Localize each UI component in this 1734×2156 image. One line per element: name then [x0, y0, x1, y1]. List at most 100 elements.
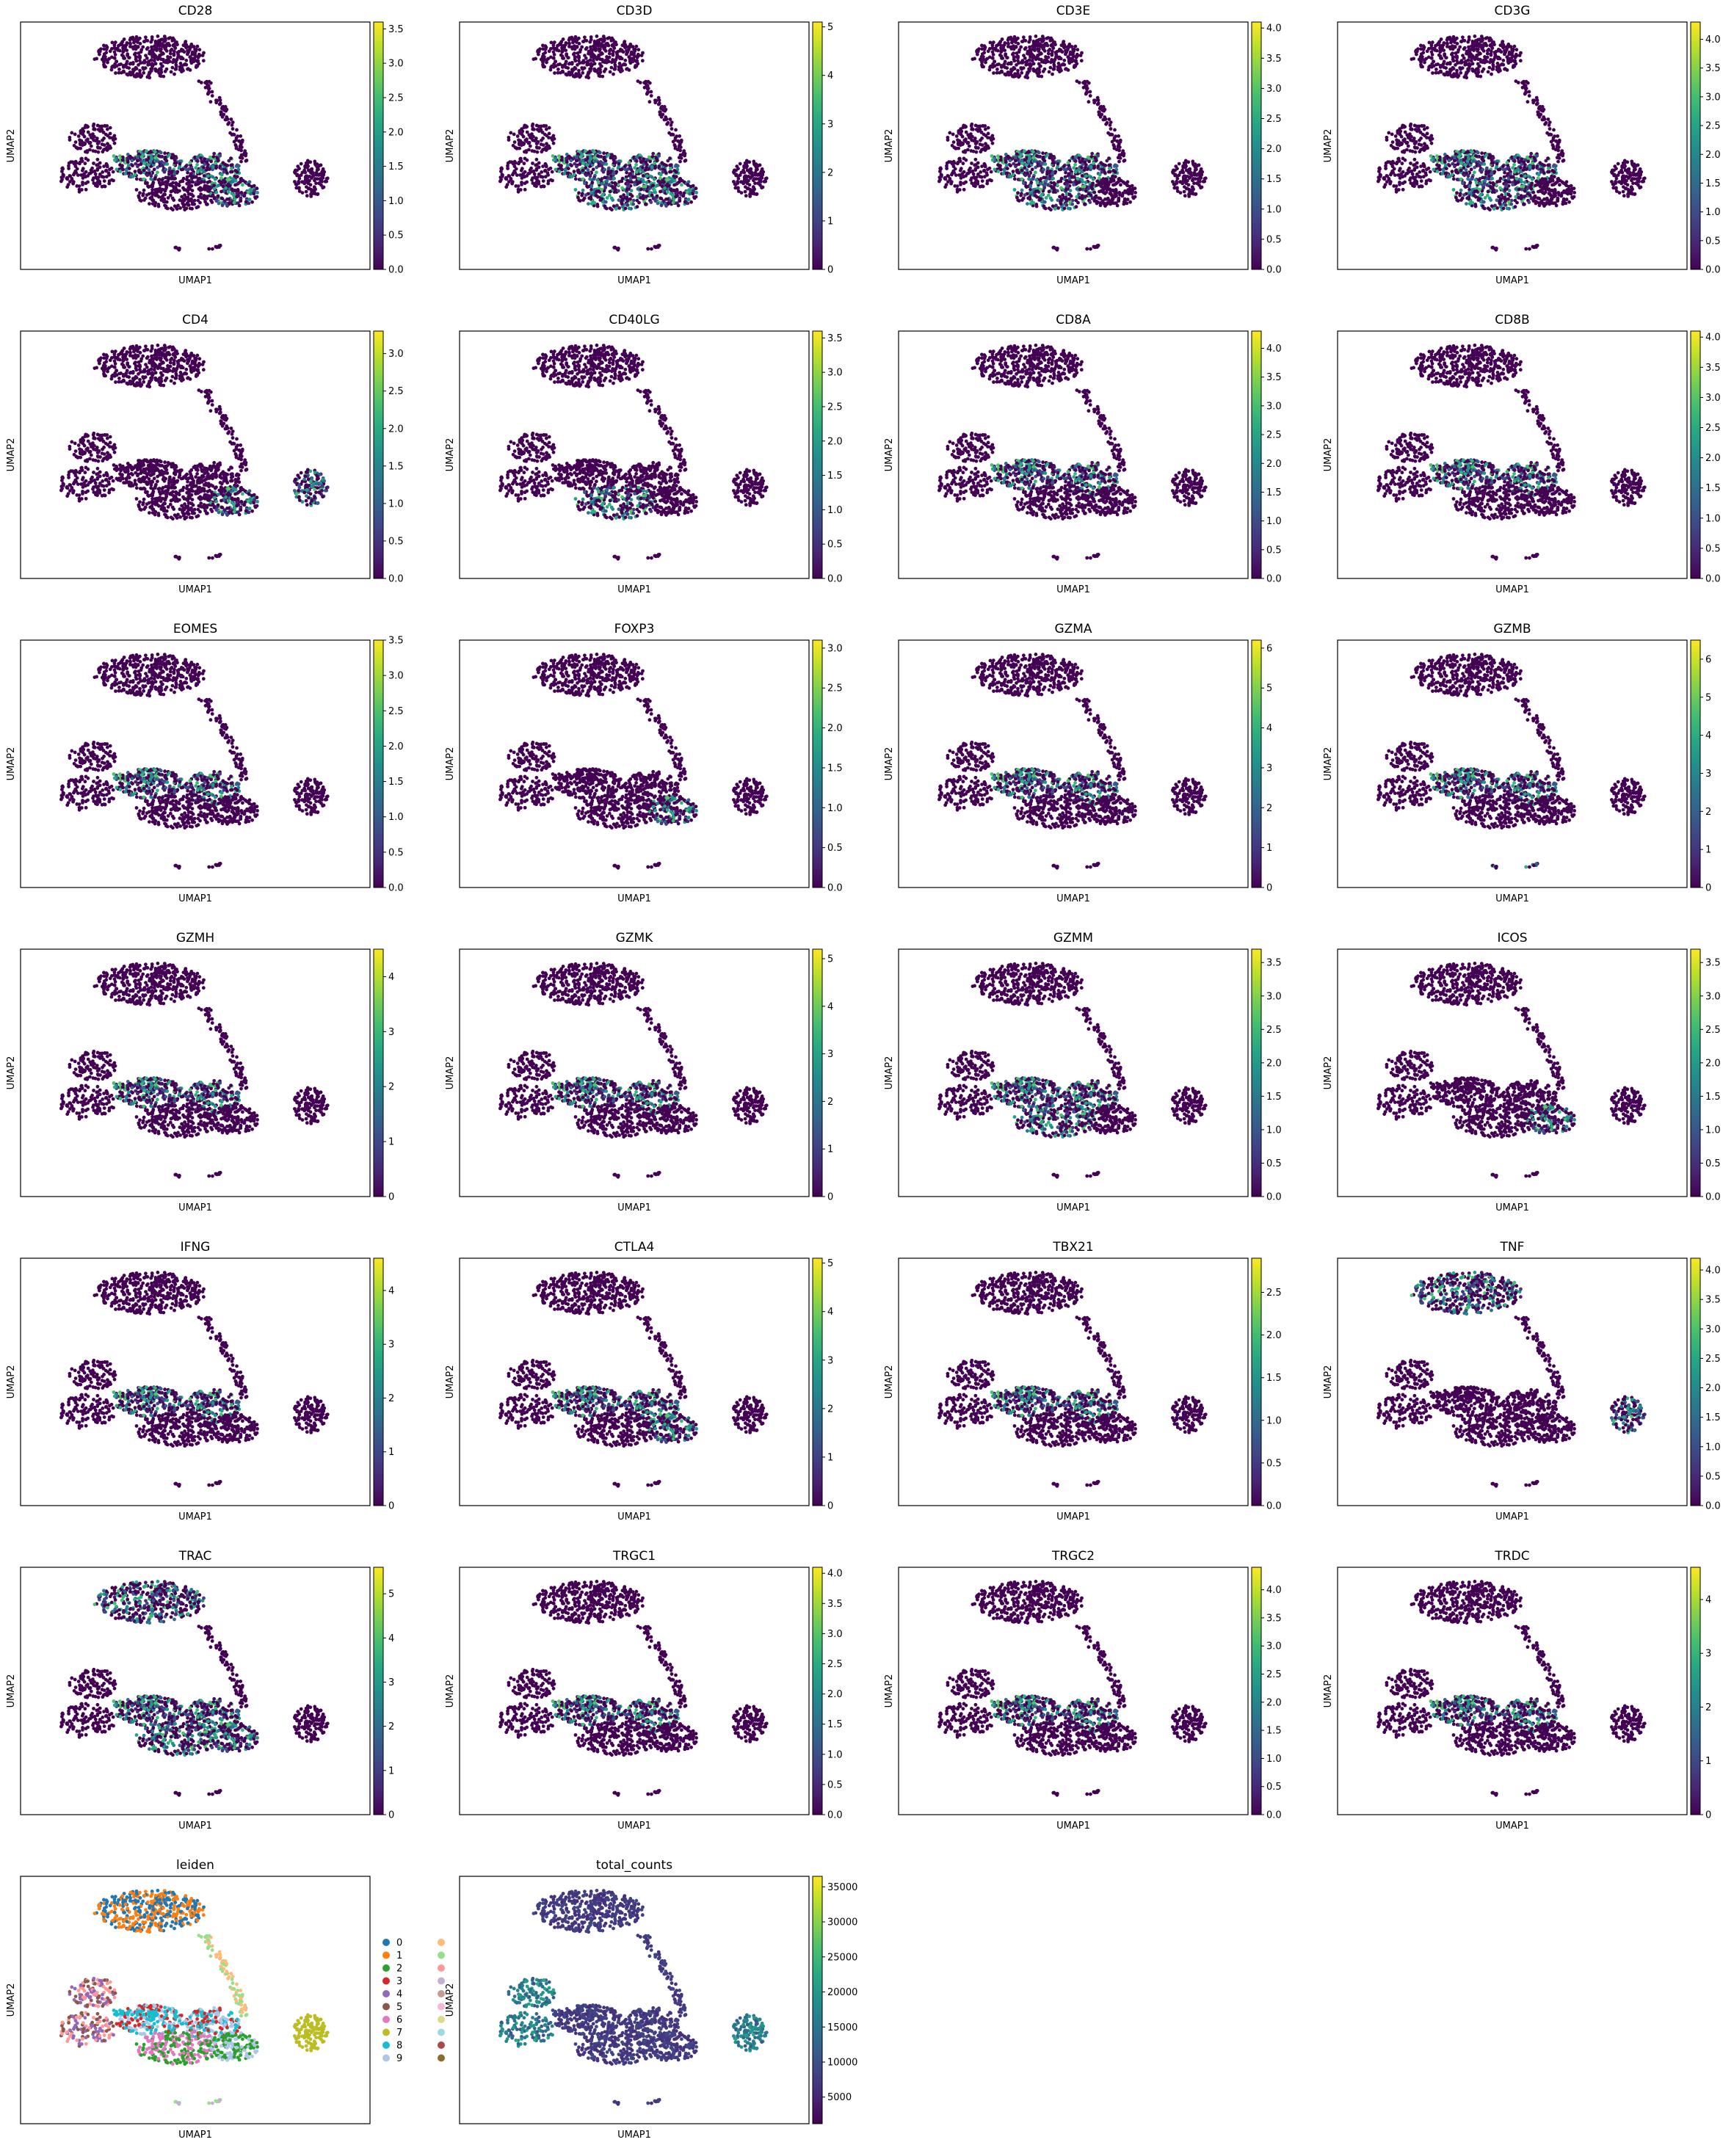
- data-point: [126, 52, 129, 56]
- data-point: [70, 131, 73, 135]
- data-point: [150, 58, 153, 62]
- data-point: [132, 41, 136, 45]
- data-point: [114, 137, 117, 141]
- data-point: [135, 35, 139, 39]
- data-point: [134, 44, 137, 48]
- data-point: [167, 37, 171, 40]
- data-point: [144, 54, 148, 57]
- data-point: [90, 170, 94, 174]
- data-point: [144, 35, 148, 39]
- data-point: [126, 65, 129, 69]
- data-point: [83, 142, 87, 146]
- data-point: [98, 173, 102, 176]
- data-point: [105, 48, 109, 51]
- data-point: [192, 57, 196, 60]
- data-point: [163, 151, 167, 155]
- data-point: [103, 65, 106, 68]
- data-point: [158, 44, 162, 48]
- data-point: [146, 60, 150, 64]
- data-point: [105, 169, 109, 173]
- data-point: [85, 126, 89, 129]
- data-point: [196, 65, 200, 68]
- data-point: [162, 43, 166, 47]
- data-point: [81, 183, 84, 186]
- data-point: [92, 176, 95, 180]
- data-point: [92, 123, 95, 126]
- data-point: [194, 49, 197, 53]
- data-point: [102, 44, 106, 48]
- data-point: [136, 74, 139, 78]
- data-point: [191, 51, 195, 54]
- data-point: [123, 45, 127, 48]
- data-point: [65, 176, 69, 180]
- data-point: [126, 73, 130, 77]
- data-point: [184, 59, 188, 62]
- data-point: [114, 40, 117, 44]
- data-point: [139, 42, 142, 46]
- data-point: [65, 185, 69, 189]
- data-point: [175, 68, 178, 71]
- data-point: [102, 184, 106, 188]
- data-point: [101, 142, 104, 146]
- data-point: [73, 133, 77, 137]
- data-point: [79, 139, 82, 142]
- data-point: [125, 62, 128, 66]
- data-point: [165, 59, 169, 62]
- data-point: [71, 160, 75, 164]
- data-point: [81, 167, 85, 170]
- data-point: [81, 173, 85, 177]
- data-point: [95, 164, 98, 167]
- data-point: [87, 172, 91, 175]
- data-point: [92, 181, 95, 185]
- data-point: [97, 142, 101, 145]
- data-point: [90, 145, 93, 148]
- data-point: [114, 71, 117, 75]
- data-point: [103, 124, 106, 128]
- data-point: [173, 54, 176, 57]
- data-point: [109, 126, 112, 130]
- data-point: [87, 131, 90, 134]
- data-point: [73, 172, 76, 175]
- data-point: [68, 161, 71, 165]
- data-point: [143, 40, 147, 43]
- data-point: [171, 66, 175, 70]
- data-point: [128, 45, 132, 48]
- data-point: [150, 68, 153, 72]
- data-point: [189, 60, 193, 64]
- data-point: [97, 175, 101, 179]
- data-point: [109, 49, 112, 53]
- data-point: [120, 40, 124, 43]
- data-point: [74, 164, 78, 168]
- data-point: [68, 180, 72, 184]
- data-point: [137, 63, 140, 67]
- data-point: [173, 73, 176, 76]
- data-point: [80, 157, 84, 161]
- data-point: [92, 139, 95, 142]
- data-point: [117, 44, 120, 48]
- data-point: [141, 66, 145, 70]
- data-point: [184, 40, 187, 43]
- data-point: [97, 150, 101, 154]
- data-point: [165, 68, 169, 71]
- data-point: [139, 76, 142, 79]
- data-point: [110, 167, 114, 170]
- data-point: [106, 61, 109, 65]
- data-point: [148, 73, 151, 76]
- data-point: [188, 46, 192, 50]
- data-point: [196, 60, 200, 64]
- data-point: [102, 164, 106, 168]
- data-point: [118, 49, 122, 53]
- data-point: [110, 68, 114, 72]
- data-point: [122, 57, 126, 60]
- data-point: [103, 179, 106, 183]
- data-point: [105, 146, 109, 150]
- data-point: [68, 136, 72, 139]
- data-point: [153, 59, 156, 62]
- data-point: [141, 46, 145, 49]
- data-point: [162, 52, 165, 56]
- data-point: [87, 159, 90, 162]
- data-point: [142, 71, 145, 75]
- data-point: [108, 136, 112, 139]
- data-point: [90, 167, 94, 170]
- data-point: [171, 37, 175, 40]
